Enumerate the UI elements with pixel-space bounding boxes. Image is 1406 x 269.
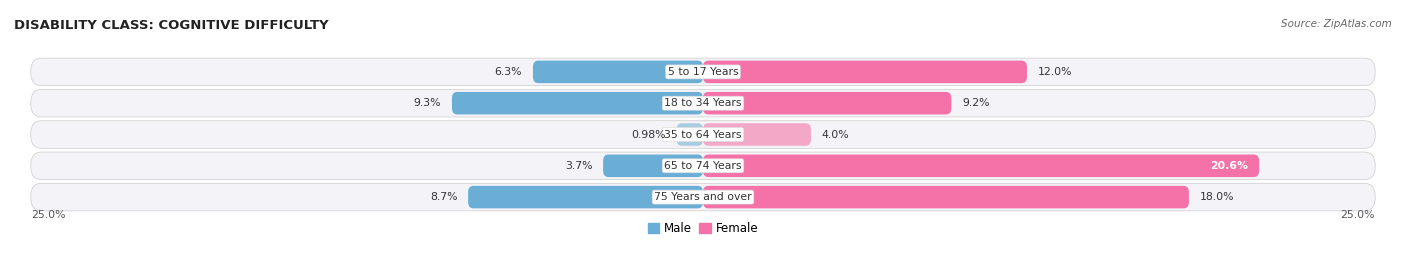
FancyBboxPatch shape [703,61,1026,83]
FancyBboxPatch shape [31,58,1375,86]
Text: 6.3%: 6.3% [495,67,522,77]
Text: 4.0%: 4.0% [821,129,849,140]
FancyBboxPatch shape [31,89,1375,117]
FancyBboxPatch shape [468,186,703,208]
Text: 75 Years and over: 75 Years and over [654,192,752,202]
Text: 8.7%: 8.7% [430,192,457,202]
Text: 9.2%: 9.2% [962,98,990,108]
Text: 18.0%: 18.0% [1199,192,1234,202]
Text: 25.0%: 25.0% [31,210,65,220]
Text: 3.7%: 3.7% [565,161,592,171]
Text: 35 to 64 Years: 35 to 64 Years [664,129,742,140]
FancyBboxPatch shape [703,186,1189,208]
Text: 5 to 17 Years: 5 to 17 Years [668,67,738,77]
Text: 12.0%: 12.0% [1038,67,1073,77]
FancyBboxPatch shape [703,123,811,146]
Text: 25.0%: 25.0% [1341,210,1375,220]
FancyBboxPatch shape [703,154,1260,177]
FancyBboxPatch shape [676,123,703,146]
FancyBboxPatch shape [31,152,1375,180]
Text: 65 to 74 Years: 65 to 74 Years [664,161,742,171]
Text: DISABILITY CLASS: COGNITIVE DIFFICULTY: DISABILITY CLASS: COGNITIVE DIFFICULTY [14,19,329,32]
FancyBboxPatch shape [603,154,703,177]
Text: 20.6%: 20.6% [1211,161,1249,171]
FancyBboxPatch shape [31,121,1375,148]
FancyBboxPatch shape [533,61,703,83]
Text: 0.98%: 0.98% [631,129,666,140]
Legend: Male, Female: Male, Female [648,222,758,235]
Text: 9.3%: 9.3% [413,98,441,108]
Text: Source: ZipAtlas.com: Source: ZipAtlas.com [1281,19,1392,29]
Text: 18 to 34 Years: 18 to 34 Years [664,98,742,108]
FancyBboxPatch shape [451,92,703,115]
FancyBboxPatch shape [31,183,1375,211]
FancyBboxPatch shape [703,92,952,115]
